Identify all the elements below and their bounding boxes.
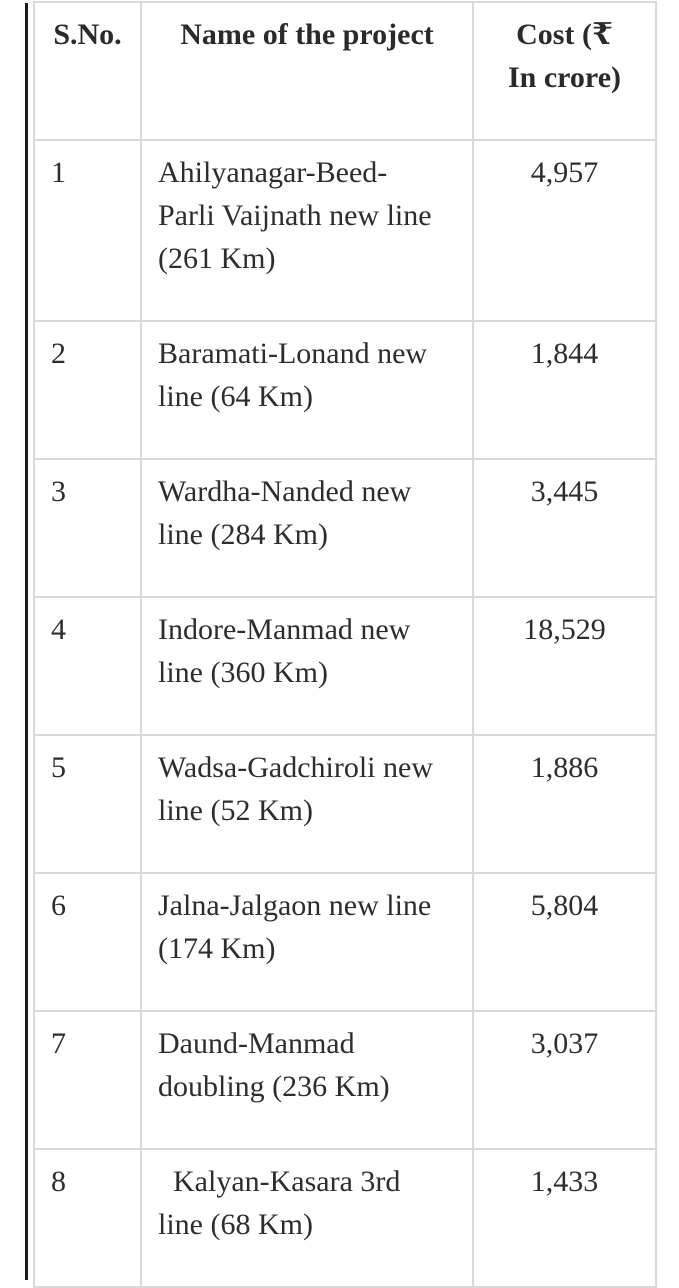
sno-cell: 6 (33, 872, 142, 1012)
cost-cell: 3,445 (472, 458, 657, 598)
cost-cell: 4,957 (472, 139, 657, 322)
project-name-cell: Daund-Manmad doubling (236 Km) (140, 1010, 474, 1150)
table-row: 5 Wadsa-Gadchiroli new line (52 Km) 1,88… (33, 734, 657, 874)
cost-cell: 1,886 (472, 734, 657, 874)
table-row: 2 Baramati-Lonand new line (64 Km) 1,844 (33, 320, 657, 460)
sno-cell: 8 (33, 1148, 142, 1288)
column-header-cost: Cost (₹ In crore) (472, 1, 657, 141)
projects-table: S.No. Name of the project Cost (₹ In cro… (33, 1, 657, 1288)
project-name-cell: Wadsa-Gadchiroli new line (52 Km) (140, 734, 474, 874)
projects-table-container: S.No. Name of the project Cost (₹ In cro… (33, 1, 657, 1288)
sno-cell: 3 (33, 458, 142, 598)
sno-cell: 5 (33, 734, 142, 874)
project-name-cell: Baramati-Lonand new line (64 Km) (140, 320, 474, 460)
cost-cell: 1,433 (472, 1148, 657, 1288)
sno-cell: 1 (33, 139, 142, 322)
left-edge-bar (25, 3, 28, 1280)
cost-cell: 1,844 (472, 320, 657, 460)
cost-cell: 3,037 (472, 1010, 657, 1150)
project-name-cell: Jalna-Jalgaon new line (174 Km) (140, 872, 474, 1012)
sno-cell: 2 (33, 320, 142, 460)
table-row: 7 Daund-Manmad doubling (236 Km) 3,037 (33, 1010, 657, 1150)
column-header-sno: S.No. (33, 1, 142, 141)
table-row: 1 Ahilyanagar-Beed- Parli Vaijnath new l… (33, 139, 657, 322)
table-row: 3 Wardha-Nanded new line (284 Km) 3,445 (33, 458, 657, 598)
project-name-cell: Kalyan-Kasara 3rd line (68 Km) (140, 1148, 474, 1288)
table-row: 4 Indore-Manmad new line (360 Km) 18,529 (33, 596, 657, 736)
project-name-cell: Wardha-Nanded new line (284 Km) (140, 458, 474, 598)
header-row: S.No. Name of the project Cost (₹ In cro… (33, 1, 657, 141)
project-name-cell: Ahilyanagar-Beed- Parli Vaijnath new lin… (140, 139, 474, 322)
column-header-project-name: Name of the project (140, 1, 474, 141)
cost-cell: 18,529 (472, 596, 657, 736)
sno-cell: 7 (33, 1010, 142, 1150)
project-name-cell: Indore-Manmad new line (360 Km) (140, 596, 474, 736)
cost-cell: 5,804 (472, 872, 657, 1012)
sno-cell: 4 (33, 596, 142, 736)
table-row: 6 Jalna-Jalgaon new line (174 Km) 5,804 (33, 872, 657, 1012)
table-row: 8 Kalyan-Kasara 3rd line (68 Km) 1,433 (33, 1148, 657, 1288)
